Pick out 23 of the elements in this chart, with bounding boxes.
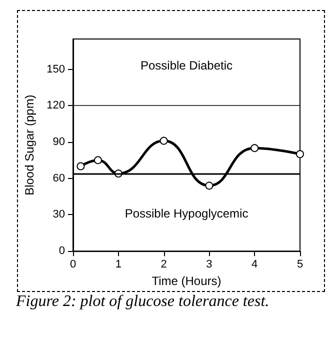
point: [160, 136, 168, 145]
y-tick-label: 90: [52, 136, 65, 148]
ref-line-label: Possible Diabetic: [140, 58, 233, 73]
y-tick-label: 150: [46, 63, 65, 76]
x-tick-label: 5: [296, 258, 304, 271]
caption: Figure 2: plot of glucose tolerance test.: [16, 293, 270, 311]
point: [296, 150, 304, 158]
y-tick-label: 60: [52, 172, 65, 184]
ref-line-label: Possible Hypoglycemic: [124, 206, 248, 221]
x-tick-label: 3: [206, 258, 212, 271]
y-tick-label: 0: [58, 245, 65, 258]
y-tick-label: 30: [52, 208, 65, 221]
x-axis-title: Time (Hours): [152, 274, 222, 288]
x-tick-label: 1: [115, 258, 122, 271]
point: [94, 156, 102, 164]
x-tick-label: 4: [252, 258, 258, 271]
x-tick-label: 0: [70, 258, 76, 271]
point: [250, 144, 259, 152]
point: [76, 162, 85, 170]
y-axis-title: Blood Sugar (ppm): [22, 94, 37, 196]
point: [205, 182, 214, 190]
x-tick-label: 2: [160, 258, 167, 271]
y-tick-label: 120: [46, 100, 65, 112]
